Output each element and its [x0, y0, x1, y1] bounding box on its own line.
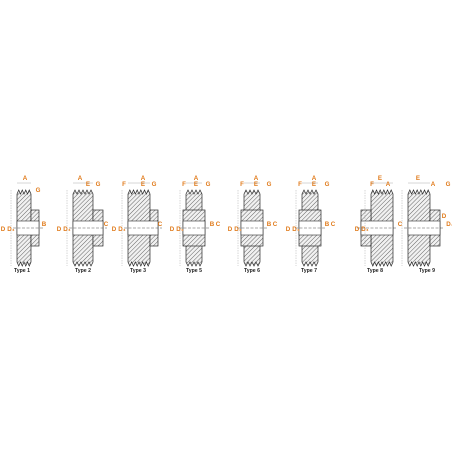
label-d4: D₄: [361, 226, 368, 233]
pulley-type-6: A F E G D D₄ B C: [286, 175, 336, 267]
label-top-A: A: [141, 175, 146, 182]
label-top-F: F: [370, 181, 374, 188]
label-top-E: E: [416, 175, 420, 182]
caption-type-2: Type 2: [74, 268, 92, 274]
label-top-A: A: [254, 175, 259, 182]
label-right-B: B: [210, 221, 215, 228]
label-right-C: C: [273, 221, 278, 228]
label-top-G: G: [325, 181, 330, 188]
label-top-E: E: [194, 181, 198, 188]
caption-type-6: Type 6: [243, 268, 261, 274]
caption-type-3: Type 3: [129, 268, 147, 274]
label-top-E: E: [312, 181, 316, 188]
label-right-D: D: [442, 213, 447, 220]
label-d: D: [1, 226, 6, 233]
label-right-C: C: [331, 221, 336, 228]
label-d: D: [355, 226, 360, 233]
pulley-type-3: A F E G D D₄ C: [112, 175, 163, 267]
label-top-G: G: [152, 181, 157, 188]
label-right-C: C: [216, 221, 221, 228]
label-right-D₄: D₄: [446, 221, 452, 228]
label-side-G: G: [36, 187, 41, 194]
pulley-type-2: AE G D D₄ C: [57, 175, 109, 267]
caption-type-8: Type 8: [366, 268, 384, 274]
label-d: D: [57, 226, 62, 233]
label-right-C: C: [398, 221, 403, 228]
caption-type-1: Type 1: [13, 268, 31, 274]
pulley-type-5: A F E G D D₄ B C: [228, 175, 278, 267]
label-right-B: B: [42, 221, 47, 228]
label-d4: D₄: [63, 226, 70, 233]
caption-type-9: Type 9: [418, 268, 436, 274]
label-d: D: [228, 226, 233, 233]
label-top-G: G: [206, 181, 211, 188]
label-top-E: E: [141, 181, 145, 188]
label-top-E: E: [254, 181, 258, 188]
label-top-A: A: [194, 175, 199, 182]
label-top-G: G: [267, 181, 272, 188]
label-d4: D₄: [118, 226, 125, 233]
label-top-G: G: [96, 181, 101, 188]
label-top-A: A: [312, 175, 317, 182]
pulley-type-1: A G D D₄ B: [1, 175, 47, 267]
label-top-A: A: [78, 175, 83, 182]
label-d4: D₄: [292, 226, 299, 233]
label-top-F: F: [122, 181, 126, 188]
caption-type-7: Type 7: [300, 268, 318, 274]
label-d: D: [286, 226, 291, 233]
pulley-type-8: E A G DD₄ C: [401, 175, 452, 267]
label-d: D: [112, 226, 117, 233]
label-right-B: B: [267, 221, 272, 228]
label-top-F: F: [298, 181, 302, 188]
label-d4: D₄: [176, 226, 183, 233]
label-top-F: F: [240, 181, 244, 188]
label-top-E: E: [86, 181, 90, 188]
pulley-type-4: A F E G D D₄ B C: [170, 175, 221, 267]
label-d: D: [170, 226, 175, 233]
label-top-F: F: [182, 181, 186, 188]
pulley-type-7: EF A D D₄ C: [355, 175, 403, 267]
label-top-A: A: [431, 181, 436, 188]
label-right-B: B: [325, 221, 330, 228]
label-top-G: G: [446, 181, 451, 188]
caption-type-5: Type 5: [185, 268, 203, 274]
label-top-A: A: [386, 181, 391, 188]
label-right-C: C: [104, 221, 109, 228]
label-d4: D₄: [234, 226, 241, 233]
label-top-E: E: [378, 175, 382, 182]
label-top-A: A: [23, 175, 28, 182]
label-right-C: C: [158, 221, 163, 228]
label-d4: D₄: [7, 226, 14, 233]
